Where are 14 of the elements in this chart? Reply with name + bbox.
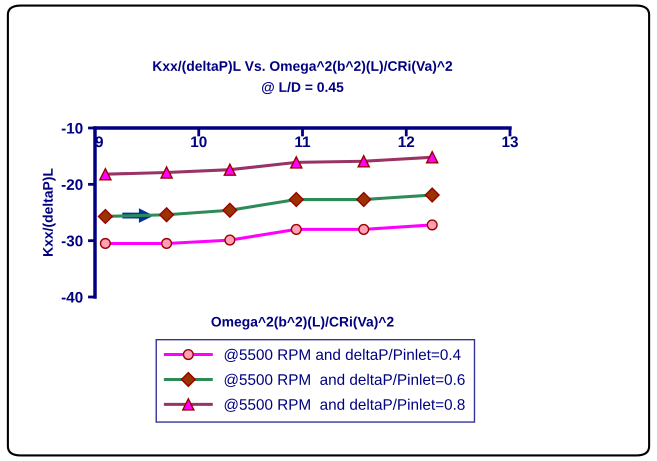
legend-label: @5500 RPM and deltaP/Pinlet=0.4 [224,348,461,362]
y-axis-title: Kxx/(deltaP)L [42,168,56,256]
y-tick-label: -40 [62,292,83,303]
chart-title: Kxx/(deltaP)L Vs. Omega^2(b^2)(L)/CRi(Va)^2 @ L/D = 0.45 [153,60,452,94]
x-axis-title: Omega^2(b^2)(L)/CRi(Va)^2 [211,316,394,330]
x-tick-label: 10 [191,136,207,148]
legend-label: @5500 RPM and deltaP/Pinlet=0.6 [224,374,465,387]
y-tick-label: -20 [62,179,83,190]
x-tick-label: 11 [295,136,310,148]
y-tick-label: -30 [62,236,83,246]
y-tick-label: -10 [62,122,83,134]
legend-label: @5500 RPM and deltaP/Pinlet=0.8 [224,398,465,412]
x-tick-label: 12 [398,136,414,148]
x-tick-label: 13 [502,136,518,148]
